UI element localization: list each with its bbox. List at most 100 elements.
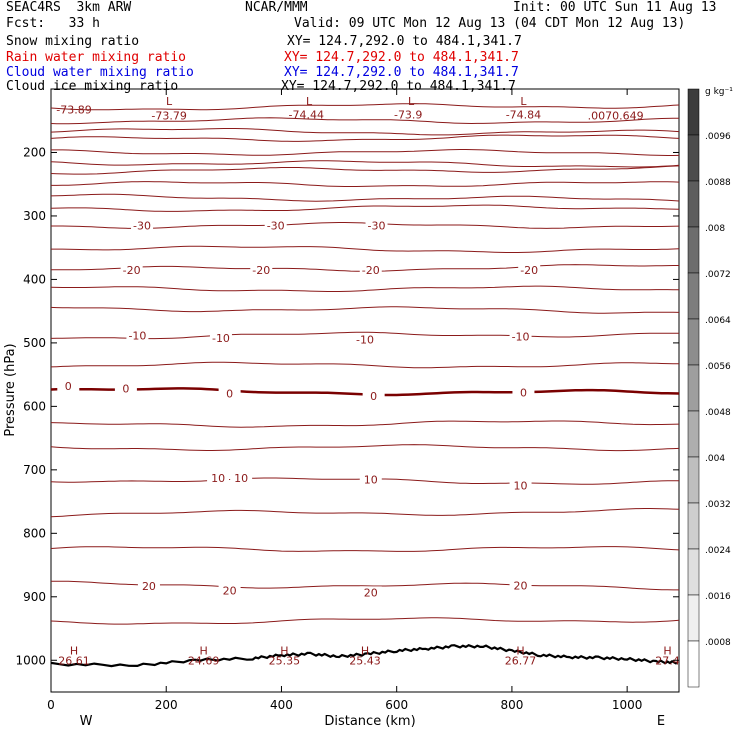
contour-label-bg (359, 263, 382, 276)
center-label: NCAR/MMM (245, 0, 308, 15)
high-marker: H (663, 645, 671, 658)
contour-label-bg (131, 219, 154, 232)
high-value-label: 26.77 (505, 654, 537, 667)
x-tick-label: 200 (155, 698, 178, 712)
isotherm-line (50, 617, 680, 625)
contour-label-bg (509, 330, 532, 343)
west-label: W (80, 714, 93, 729)
contour-label: 20 (364, 586, 378, 599)
x-tick-label: 800 (500, 698, 523, 712)
colorbar-label: .0016 (705, 592, 731, 602)
contour-label-bg (137, 579, 160, 592)
forecast-hour: Fcst: 33 h (6, 16, 100, 31)
y-tick-label: 300 (23, 209, 46, 223)
top-value-label: -73.9 (394, 108, 422, 121)
colorbar-swatch (687, 180, 700, 228)
y-tick-label: 600 (23, 399, 46, 413)
x-axis-label: Distance (km) (324, 714, 415, 729)
colorbar-swatch (687, 456, 700, 504)
field-name: Cloud ice mixing ratio (6, 79, 179, 94)
contour-label-bg (126, 329, 149, 342)
field-xy: XY= 124.7,292.0 to 484.1,341.7 (281, 79, 516, 94)
contour-label: 10 (211, 472, 225, 485)
isotherm-line (50, 193, 680, 202)
colorbar-label: .0048 (705, 408, 731, 418)
contour-label: 0 (370, 390, 377, 403)
colorbar-label: .0008 (705, 638, 731, 648)
isotherm-line (50, 285, 680, 292)
low-marker: L (520, 95, 527, 108)
contour-label: -20 (520, 264, 538, 277)
colorbar-swatch (687, 318, 700, 366)
contour-label: -30 (133, 219, 151, 232)
contour-label: -10 (512, 331, 530, 344)
colorbar-swatch (687, 548, 700, 596)
colorbar-swatch (687, 226, 700, 274)
colorbar-label: .0096 (705, 132, 731, 142)
field-name: Cloud water mixing ratio (6, 65, 194, 80)
contour-label: 10 (514, 480, 528, 493)
colorbar-swatch (687, 88, 700, 136)
y-tick-label: 700 (23, 463, 46, 477)
y-tick-label: 400 (23, 272, 46, 286)
isotherm-line (50, 508, 680, 518)
isotherm-line (51, 181, 680, 187)
isotherm-line (50, 361, 679, 369)
colorbar-label: .0088 (705, 178, 731, 188)
contour-label-bg (359, 586, 382, 599)
contour-label-bg (365, 219, 388, 232)
colorbar-swatch (687, 502, 700, 550)
contour-label: -10 (356, 334, 374, 347)
field-xy: XY= 124.7,292.0 to 484.1,341.7 (284, 50, 519, 65)
high-marker: H (280, 645, 288, 658)
colorbar-label: .0064 (705, 316, 731, 326)
contour-label-bg (354, 333, 376, 346)
colorbar-swatch (687, 594, 700, 642)
high-marker: H (200, 645, 208, 658)
contour-label-bg (218, 387, 241, 400)
east-label: E (657, 714, 665, 729)
valid-time: Valid: 09 UTC Mon 12 Aug 13 (04 CDT Mon … (294, 16, 686, 31)
colorbar-label: .0032 (705, 500, 731, 510)
isotherm-line (51, 149, 680, 156)
high-marker: H (361, 645, 369, 658)
contour-label-bg (250, 263, 273, 276)
isotherm-line (50, 420, 680, 428)
top-value-label: -73.79 (151, 110, 186, 123)
y-tick-label: 800 (23, 526, 46, 540)
low-marker: L (166, 95, 173, 108)
high-value-label: 25.43 (349, 654, 381, 667)
colorbar-swatch (687, 364, 700, 412)
colorbar-swatch (687, 410, 700, 458)
isotherm-line (50, 444, 680, 452)
isotherm-line (50, 546, 680, 552)
x-tick-label: 0 (47, 698, 55, 712)
colorbar-label: .008 (705, 224, 725, 234)
field-xy: XY= 124.7,292.0 to 484.1,341.7 (287, 34, 522, 49)
contour-label-bg (120, 263, 143, 276)
contour-label: 20 (514, 579, 528, 592)
contour-label: -10 (128, 329, 146, 342)
field-name: Snow mixing ratio (6, 34, 140, 49)
colorbar-unit: g kg⁻¹ (705, 87, 733, 97)
high-value-label: 25.35 (269, 654, 301, 667)
contour-label-bg (207, 472, 230, 485)
contour-label-bg (264, 219, 287, 232)
contour-label-bg (362, 390, 385, 403)
x-tick-label: 600 (385, 698, 408, 712)
contour-label-bg (512, 386, 535, 399)
contour-label: -20 (123, 264, 141, 277)
contour-label: -20 (362, 264, 380, 277)
high-value-label: 26.61 (58, 654, 90, 667)
contour-label: 0 (122, 383, 129, 396)
colorbar-swatch (687, 640, 700, 688)
low-marker: L (408, 95, 415, 108)
top-value-label: -73.89 (56, 103, 91, 116)
isotherm-line (50, 331, 679, 340)
contour-label-bg (230, 472, 253, 485)
colorbar-label: .0072 (705, 270, 731, 280)
isotherm-line (50, 134, 680, 142)
isotherm-line (51, 245, 680, 253)
contour-label-bg (509, 479, 532, 492)
